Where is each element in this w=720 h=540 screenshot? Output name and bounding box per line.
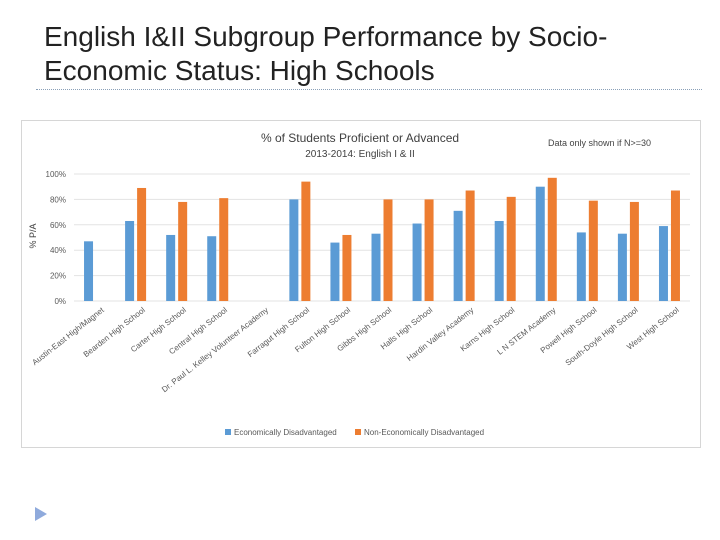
bar-non-econ-disadvantaged	[178, 201, 188, 301]
bar-econ-disadvantaged	[494, 220, 504, 301]
bar-non-econ-disadvantaged	[506, 196, 516, 301]
bar-econ-disadvantaged	[535, 186, 545, 301]
legend-swatch	[355, 429, 361, 435]
bar-non-econ-disadvantaged	[301, 181, 311, 301]
bar-econ-disadvantaged	[658, 226, 668, 301]
y-tick-label: 100%	[46, 170, 66, 179]
bar-econ-disadvantaged	[412, 223, 422, 301]
bar-non-econ-disadvantaged	[219, 198, 229, 301]
bar-econ-disadvantaged	[617, 233, 627, 301]
data-note: Data only shown if N>=30	[548, 138, 652, 148]
bar-econ-disadvantaged	[166, 234, 176, 301]
bar-econ-disadvantaged	[453, 210, 463, 301]
y-tick-label: 20%	[50, 272, 66, 281]
slide-title: English I&II Subgroup Performance by Soc…	[44, 21, 608, 86]
bar-econ-disadvantaged	[330, 242, 340, 301]
bar-non-econ-disadvantaged	[137, 187, 147, 301]
bar-non-econ-disadvantaged	[547, 177, 557, 301]
title-divider	[36, 89, 702, 90]
bar-non-econ-disadvantaged	[383, 199, 393, 301]
bar-non-econ-disadvantaged	[588, 200, 598, 301]
chart-title: % of Students Proficient or Advanced	[261, 131, 459, 145]
bar-non-econ-disadvantaged	[465, 190, 475, 301]
bar-chart: 0% 20% 40% 60% 80% 100% Austin-East High/Magne…	[28, 131, 690, 437]
bar-econ-disadvantaged	[371, 233, 381, 301]
y-tick-label: 60%	[50, 221, 66, 230]
bar-econ-disadvantaged	[84, 241, 94, 301]
legend-label: Non-Economically Disadvantaged	[364, 428, 484, 437]
legend-swatch	[225, 429, 231, 435]
bar-econ-disadvantaged	[576, 232, 586, 301]
bar-non-econ-disadvantaged	[342, 234, 352, 301]
bar-non-econ-disadvantaged	[629, 201, 639, 301]
y-tick-label: 40%	[50, 246, 66, 255]
bar-econ-disadvantaged	[125, 220, 135, 301]
y-tick-label: 0%	[54, 297, 66, 306]
y-axis-label: % P/A	[28, 223, 38, 248]
bar-non-econ-disadvantaged	[670, 190, 680, 301]
bar-non-econ-disadvantaged	[424, 199, 434, 301]
bar-econ-disadvantaged	[289, 199, 299, 301]
triangle-arrow-icon	[35, 507, 47, 521]
x-category-label: South-Doyle High School	[564, 305, 640, 367]
chart-legend: Economically Disadvantaged Non-Economical…	[225, 428, 484, 437]
bar-econ-disadvantaged	[207, 236, 217, 301]
y-tick-label: 80%	[50, 195, 66, 204]
x-category-label: Hardin Valley Academy	[405, 305, 475, 363]
legend-label: Economically Disadvantaged	[234, 428, 337, 437]
chart-frame: 0% 20% 40% 60% 80% 100% Austin-East High/Magne…	[21, 120, 701, 448]
chart-subtitle: 2013-2014: English I & II	[305, 149, 415, 160]
x-category-label: Austin-East High/Magnet	[30, 305, 106, 367]
